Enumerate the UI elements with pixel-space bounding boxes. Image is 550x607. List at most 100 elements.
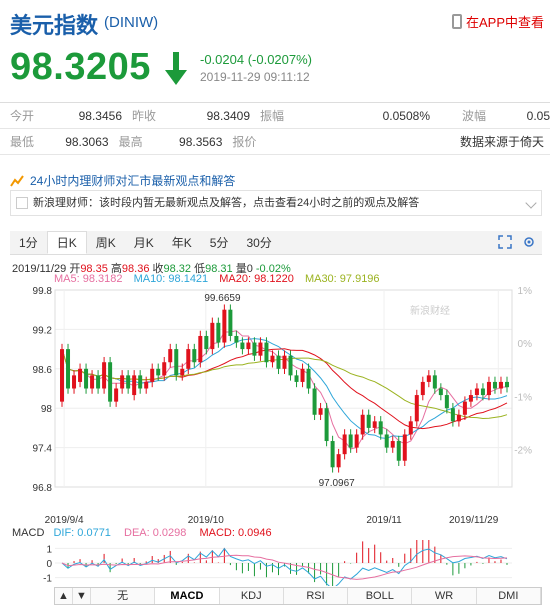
k-date: 2019/11/29 — [12, 263, 67, 275]
settings-icon[interactable] — [522, 235, 536, 249]
candle-body — [114, 388, 119, 402]
candle-body — [336, 454, 341, 468]
ma5-label: MA5: 98.3182 — [54, 273, 123, 285]
pct-tick-label: -2% — [514, 446, 532, 457]
candle-body — [84, 368, 89, 389]
tab-boll[interactable]: BOLL — [348, 588, 413, 604]
arrow-down-icon[interactable]: ▼ — [73, 588, 91, 604]
candle-body — [408, 421, 413, 435]
fullscreen-icon[interactable] — [498, 235, 512, 249]
candle-body — [156, 368, 161, 376]
candle-body — [258, 342, 263, 356]
candle-body — [90, 375, 95, 389]
price-change: -0.0204 (-0.0207%) — [200, 52, 313, 67]
value-open: 98.3456 — [78, 109, 122, 123]
tab-daily-k[interactable]: 日K — [46, 231, 87, 254]
k-info-line: 2019/11/29 开98.35 高98.36 收98.32 低98.31 量… — [12, 260, 291, 276]
candle-body — [174, 349, 179, 376]
k-vol-label: 量 — [235, 263, 247, 275]
x-tick-label: 2019/9/4 — [45, 515, 84, 526]
kline-chart[interactable]: 新浪财经 99.8 99.2 98.6 98 97.4 96.8 1% 0% -1% -2% 9… — [0, 282, 550, 527]
opinion-title-link[interactable]: 24小时内理财师对汇市最新观点和解答 — [10, 172, 235, 189]
candle-body — [384, 434, 389, 448]
macd-y-tick: 0 — [46, 559, 52, 570]
tab-1min[interactable]: 1分 — [19, 236, 38, 250]
tab-kdj[interactable]: KDJ — [220, 588, 284, 604]
candle-body — [456, 414, 461, 422]
candle-body — [324, 408, 329, 442]
tab-macd[interactable]: MACD — [155, 588, 220, 604]
k-close: 98.32 — [163, 263, 192, 275]
tab-rsi[interactable]: RSI — [284, 588, 349, 604]
candle-body — [288, 355, 293, 376]
candle-body — [108, 362, 113, 402]
macd-y-tick: 1 — [46, 544, 52, 555]
candle-body — [468, 395, 473, 402]
candle-body — [360, 414, 365, 435]
down-arrow-icon — [165, 52, 187, 85]
value-amplitude: 0.0508% — [382, 109, 430, 123]
k-change: -0.02% — [255, 263, 291, 275]
candle-body — [180, 368, 185, 376]
candle-body — [396, 441, 401, 461]
macd-chart: 1 0 -1 — [43, 540, 512, 586]
candle-body — [210, 322, 215, 350]
y-tick-label: 99.8 — [33, 286, 53, 297]
candle-body — [474, 388, 479, 396]
watermark: 新浪财经 — [410, 304, 450, 317]
candle-body — [192, 349, 197, 363]
candle-body — [234, 335, 239, 343]
tab-wr[interactable]: WR — [412, 588, 477, 604]
arrow-up-icon[interactable]: ▲ — [55, 588, 73, 604]
candle-body — [372, 421, 377, 428]
y-tick-label: 98 — [41, 404, 53, 415]
pct-tick-label: -1% — [514, 392, 532, 403]
quote-row: 最低 98.3063 最高 98.3563 报价 数据来源于倚天 — [0, 129, 550, 155]
k-low: 98.31 — [205, 263, 233, 275]
tab-none[interactable]: 无 — [91, 588, 156, 604]
candle-body — [198, 335, 203, 363]
candle-body — [186, 349, 191, 369]
app-link-label: 在APP中查看 — [465, 15, 544, 30]
label-low: 最低 — [10, 135, 35, 149]
opinion-text: 新浪理财师：该时段内暂无最新观点及解答，点击查看24小时之前的观点及解答 — [33, 197, 420, 209]
current-price: 98.3205 — [10, 46, 151, 88]
tab-5min[interactable]: 5分 — [209, 236, 229, 250]
index-code: (DINIW) — [104, 14, 159, 31]
tab-monthly-k[interactable]: 月K — [133, 236, 154, 250]
candle-body — [486, 381, 491, 396]
tab-dmi[interactable]: DMI — [477, 588, 541, 604]
candle-body — [270, 355, 275, 363]
candle-body — [498, 381, 503, 389]
k-high: 98.36 — [121, 263, 150, 275]
candle-body — [492, 381, 497, 389]
x-tick-label: 2019/11 — [366, 515, 402, 526]
candle-body — [78, 368, 83, 382]
period-tabs: 1分 日K 周K 月K 年K 5分 30分 — [10, 231, 542, 255]
tab-weekly-k[interactable]: 周K — [95, 236, 116, 250]
x-tick-label: 2019/11/29 — [449, 515, 499, 526]
opinion-title: 24小时内理财师对汇市最新观点和解答 — [30, 174, 236, 188]
k-open-label: 开 — [69, 263, 81, 275]
candle-body — [390, 441, 395, 448]
app-link[interactable]: 在APP中查看 — [451, 12, 544, 31]
macd-title: MACD — [12, 527, 45, 539]
candle-body — [282, 355, 287, 369]
candle-body — [294, 375, 299, 382]
ma30-label: MA30: 97.9196 — [304, 273, 380, 285]
dea-line — [61, 554, 508, 580]
opinion-box[interactable]: 新浪理财师：该时段内暂无最新观点及解答，点击查看24小时之前的观点及解答 — [10, 190, 542, 216]
candle-body — [378, 421, 383, 435]
pct-tick-label: 0% — [518, 339, 533, 350]
candle-body — [450, 408, 455, 422]
tab-30min[interactable]: 30分 — [246, 236, 272, 250]
dif-label: DIF: 0.0771 — [53, 527, 111, 539]
macd-y-tick: -1 — [43, 574, 52, 585]
ma-legend: MA5: 98.3182 MA10: 98.1421 MA20: 98.1220… — [54, 273, 380, 285]
candle-body — [426, 375, 431, 382]
macd-label: MACD: 0.0946 — [199, 527, 272, 539]
opinion-section: 24小时内理财师对汇市最新观点和解答 新浪理财师：该时段内暂无最新观点及解答，点… — [0, 166, 550, 220]
min-label: 97.0967 — [319, 478, 356, 489]
tab-yearly-k[interactable]: 年K — [171, 236, 192, 250]
candle-body — [402, 434, 407, 461]
